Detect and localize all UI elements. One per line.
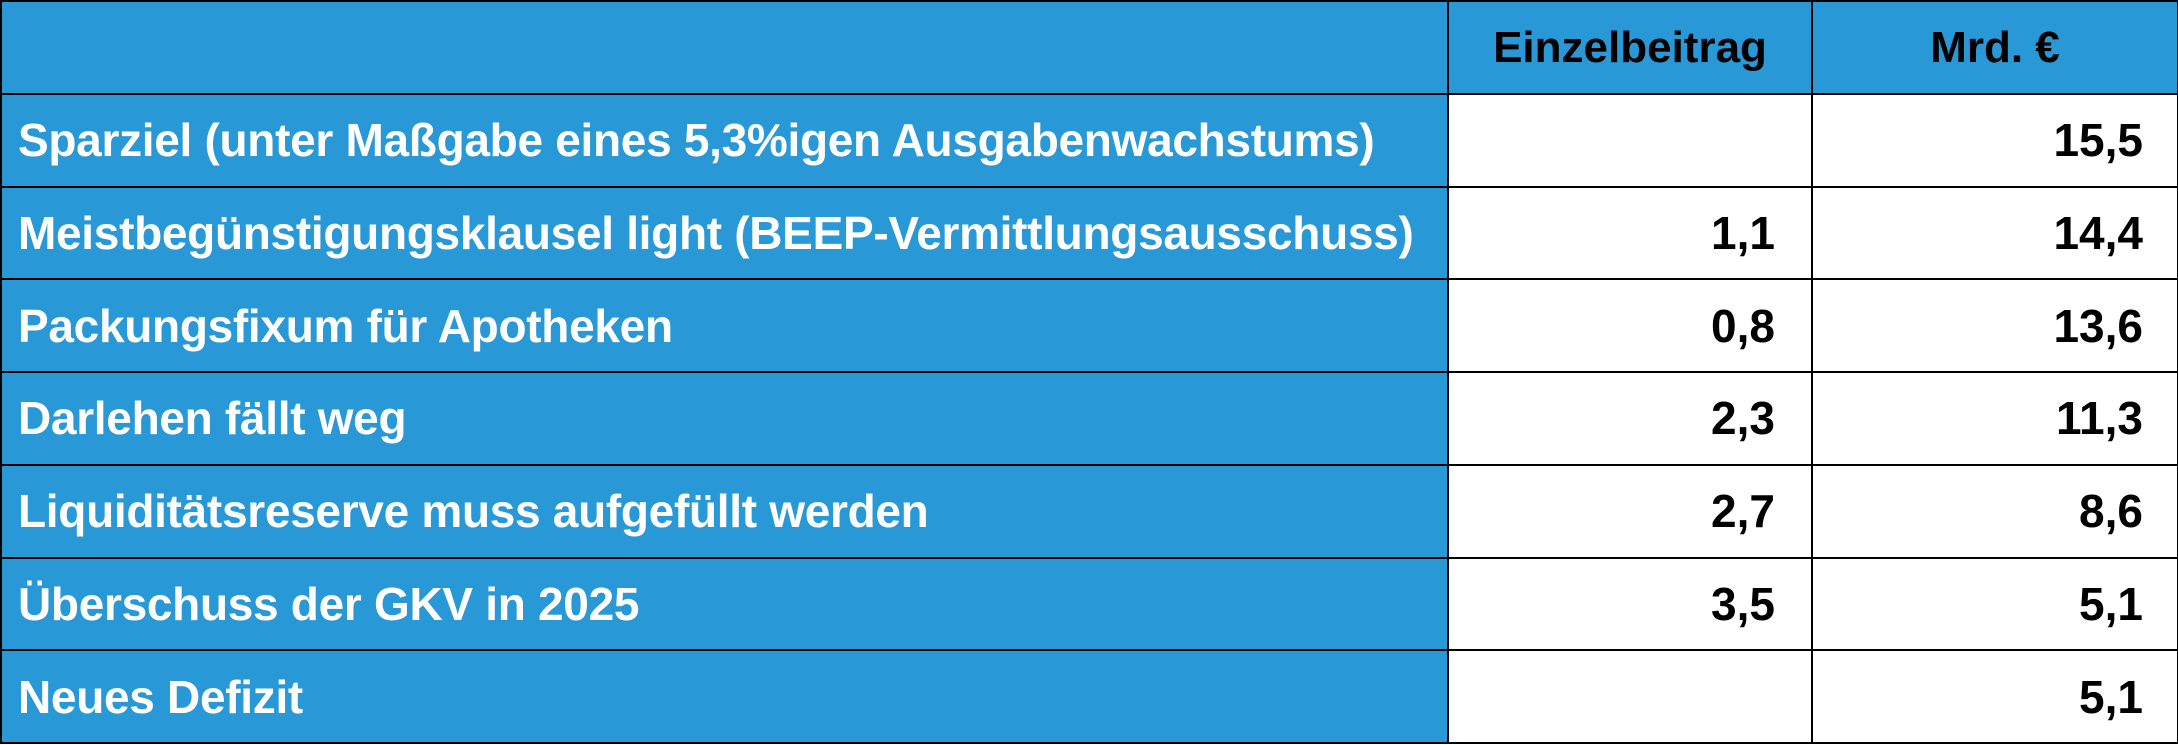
- table-row: Neues Defizit 5,1: [0, 649, 2178, 744]
- row-einzelbeitrag: 2,7: [1447, 463, 1813, 559]
- row-mrd: 5,1: [1811, 556, 2178, 652]
- row-label: Packungsfixum für Apotheken: [0, 278, 1449, 374]
- row-mrd: 5,1: [1811, 649, 2178, 744]
- header-cell-mrd-euro: Mrd. €: [1811, 0, 2178, 95]
- row-mrd: 15,5: [1811, 93, 2178, 188]
- row-mrd: 8,6: [1811, 463, 2178, 559]
- table-row: Überschuss der GKV in 2025 3,5 5,1: [0, 556, 2178, 652]
- row-einzelbeitrag: 3,5: [1447, 556, 1813, 652]
- row-mrd: 13,6: [1811, 278, 2178, 374]
- row-label: Überschuss der GKV in 2025: [0, 556, 1449, 652]
- table-row: Darlehen fällt weg 2,3 11,3: [0, 371, 2178, 466]
- row-einzelbeitrag: 2,3: [1447, 371, 1813, 466]
- table-row: Packungsfixum für Apotheken 0,8 13,6: [0, 278, 2178, 374]
- row-einzelbeitrag: [1447, 93, 1813, 188]
- row-mrd: 11,3: [1811, 371, 2178, 466]
- row-einzelbeitrag: [1447, 649, 1813, 744]
- row-label: Neues Defizit: [0, 649, 1449, 744]
- row-einzelbeitrag: 1,1: [1447, 185, 1813, 281]
- row-label: Darlehen fällt weg: [0, 371, 1449, 466]
- row-label: Meistbegünstigungsklausel light (BEEP-Ve…: [0, 185, 1449, 281]
- row-label: Liquiditätsreserve muss aufgefüllt werde…: [0, 463, 1449, 559]
- table-row: Sparziel (unter Maßgabe eines 5,3%igen A…: [0, 93, 2178, 188]
- row-einzelbeitrag: 0,8: [1447, 278, 1813, 374]
- row-mrd: 14,4: [1811, 185, 2178, 281]
- row-label: Sparziel (unter Maßgabe eines 5,3%igen A…: [0, 93, 1449, 188]
- table-header-row: Einzelbeitrag Mrd. €: [0, 0, 2178, 95]
- header-cell-blank: [0, 0, 1449, 95]
- table-row: Liquiditätsreserve muss aufgefüllt werde…: [0, 463, 2178, 559]
- header-cell-einzelbeitrag: Einzelbeitrag: [1447, 0, 1813, 95]
- table-row: Meistbegünstigungsklausel light (BEEP-Ve…: [0, 185, 2178, 281]
